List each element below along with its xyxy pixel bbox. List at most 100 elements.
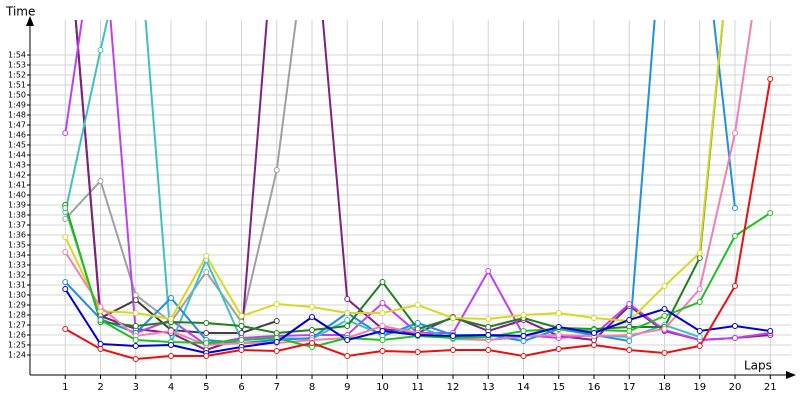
y-axis-label: Time xyxy=(5,5,35,19)
data-point xyxy=(344,310,351,316)
data-point xyxy=(591,342,597,348)
data-point xyxy=(626,328,633,334)
data-point xyxy=(485,268,492,274)
x-axis-label: Laps xyxy=(744,359,772,373)
data-point xyxy=(97,304,104,310)
data-point xyxy=(273,339,280,345)
data-point xyxy=(309,314,315,320)
y-tick-label: 1:34 xyxy=(8,251,26,260)
y-tick-label: 1:37 xyxy=(8,221,26,230)
data-point xyxy=(414,332,421,338)
data-point xyxy=(168,316,174,322)
x-tick-label: 15 xyxy=(552,382,565,393)
data-point xyxy=(62,234,69,240)
data-point xyxy=(696,299,703,305)
data-point xyxy=(520,328,527,334)
y-tick-label: 1:44 xyxy=(8,151,26,160)
data-point xyxy=(309,327,315,333)
y-tick-label: 1:47 xyxy=(8,121,26,130)
data-point xyxy=(379,328,386,334)
data-point xyxy=(626,317,633,323)
data-point xyxy=(661,306,668,312)
y-tick-label: 1:25 xyxy=(8,341,26,350)
data-point xyxy=(379,300,386,306)
x-tick-label: 12 xyxy=(447,382,460,393)
data-point xyxy=(273,318,280,324)
y-tick-label: 1:39 xyxy=(8,201,26,210)
data-point xyxy=(62,205,69,211)
data-point xyxy=(309,304,315,310)
data-point xyxy=(696,250,703,256)
data-point xyxy=(485,324,492,330)
data-point xyxy=(626,347,633,353)
data-point xyxy=(168,328,174,334)
data-point xyxy=(379,323,386,329)
data-point xyxy=(132,337,139,343)
data-point xyxy=(132,356,139,362)
data-point xyxy=(203,340,210,346)
data-point xyxy=(132,343,139,349)
y-tick-label: 1:45 xyxy=(8,141,26,150)
x-tick-label: 5 xyxy=(203,382,209,393)
data-point xyxy=(344,353,351,359)
y-tick-label: 1:30 xyxy=(8,291,26,300)
data-point xyxy=(203,330,210,336)
data-point xyxy=(62,130,69,136)
data-point xyxy=(344,323,351,329)
data-point xyxy=(555,332,562,338)
x-tick-label: 2 xyxy=(97,382,103,393)
y-tick-label: 1:27 xyxy=(8,321,26,330)
y-tick-label: 1:26 xyxy=(8,331,26,340)
data-point xyxy=(62,216,69,222)
data-point xyxy=(168,342,174,348)
data-point xyxy=(238,347,245,353)
x-tick-label: 7 xyxy=(274,382,280,393)
data-point xyxy=(485,316,492,322)
x-tick-label: 18 xyxy=(658,382,671,393)
data-point xyxy=(132,292,139,298)
data-point xyxy=(344,317,351,323)
y-tick-label: 1:46 xyxy=(8,131,26,140)
data-point xyxy=(238,323,245,329)
x-tick-label: 13 xyxy=(482,382,495,393)
data-point xyxy=(132,297,139,303)
data-point xyxy=(238,313,245,319)
y-tick-label: 1:29 xyxy=(8,301,26,310)
x-tick-label: 19 xyxy=(693,382,706,393)
data-point xyxy=(591,315,597,321)
x-tick-label: 4 xyxy=(168,382,174,393)
x-tick-label: 3 xyxy=(133,382,139,393)
data-point xyxy=(273,167,280,173)
data-point xyxy=(696,334,703,340)
data-point xyxy=(273,330,280,336)
y-tick-label: 1:53 xyxy=(8,61,26,70)
data-point xyxy=(732,323,738,329)
data-point xyxy=(661,350,668,356)
data-point xyxy=(132,323,139,329)
y-tick-label: 1:50 xyxy=(8,91,26,100)
data-point xyxy=(62,249,69,255)
data-point xyxy=(203,353,210,359)
data-point xyxy=(767,328,774,334)
y-tick-label: 1:38 xyxy=(8,211,26,220)
y-tick-label: 1:35 xyxy=(8,241,26,250)
data-point xyxy=(273,301,280,307)
data-point xyxy=(591,330,597,336)
x-tick-label: 17 xyxy=(623,382,636,393)
data-point xyxy=(732,130,738,136)
data-point xyxy=(273,348,280,354)
data-point xyxy=(62,286,69,292)
data-point xyxy=(203,269,210,275)
x-tick-label: 10 xyxy=(376,382,389,393)
y-tick-label: 1:40 xyxy=(8,191,26,200)
data-point xyxy=(520,312,527,318)
y-tick-label: 1:32 xyxy=(8,271,26,280)
data-point xyxy=(203,320,210,326)
x-tick-label: 9 xyxy=(344,382,350,393)
data-point xyxy=(238,337,245,343)
data-point xyxy=(168,295,174,301)
data-point xyxy=(520,338,527,344)
data-point xyxy=(62,326,69,332)
